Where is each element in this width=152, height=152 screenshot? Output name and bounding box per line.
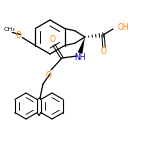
Text: O: O — [101, 47, 107, 57]
Text: O: O — [50, 36, 56, 45]
Text: NH: NH — [74, 54, 86, 62]
Text: OH: OH — [118, 24, 130, 33]
Text: CH₃: CH₃ — [3, 27, 15, 32]
Polygon shape — [78, 37, 85, 54]
Text: O: O — [15, 31, 21, 40]
Text: O: O — [46, 71, 52, 79]
